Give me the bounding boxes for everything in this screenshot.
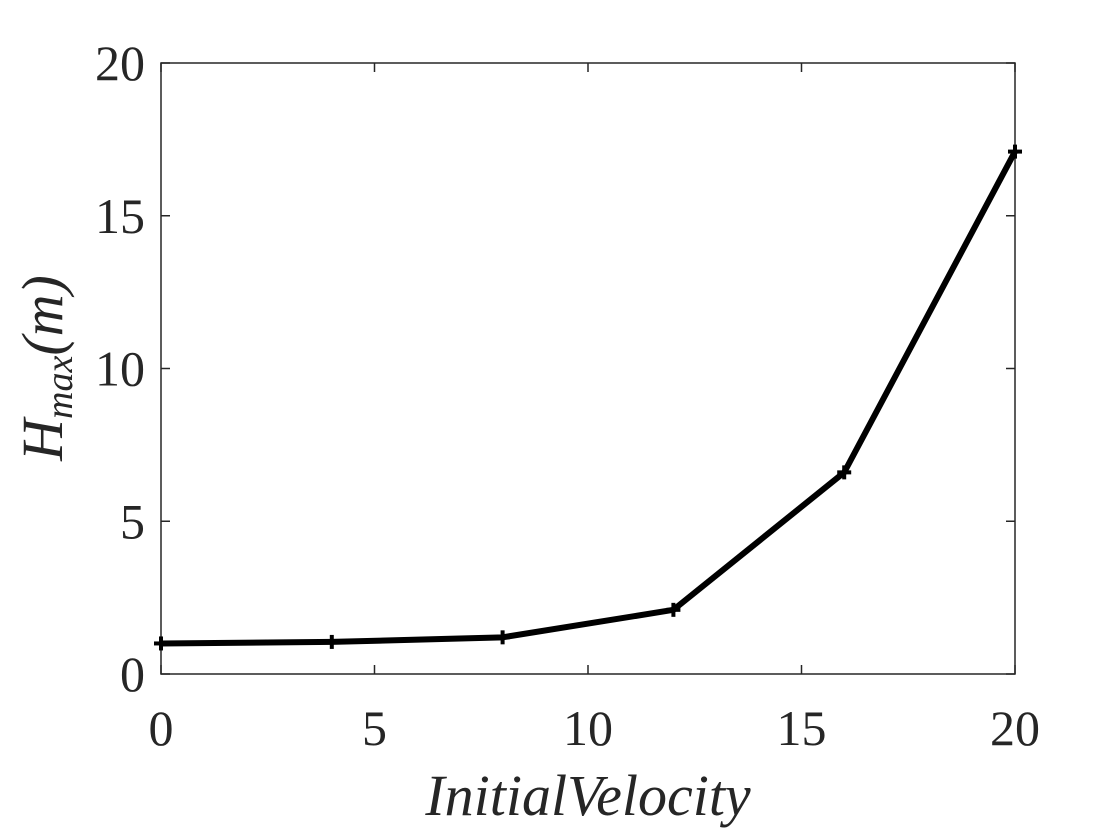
x-tick-label: 20 <box>990 700 1040 756</box>
data-point-marker <box>666 602 681 617</box>
data-point-marker <box>324 634 339 649</box>
y-tick-label: 0 <box>120 646 145 702</box>
y-axis-label-base: H <box>10 416 75 462</box>
data-point-marker <box>837 465 852 480</box>
y-axis-label-subscript: max <box>39 356 81 419</box>
x-tick-label: 0 <box>149 700 174 756</box>
x-tick-label: 5 <box>362 700 387 756</box>
data-point-marker <box>495 630 510 645</box>
y-tick-label: 10 <box>95 341 145 397</box>
series-group <box>154 144 1022 651</box>
data-point-marker <box>154 636 168 651</box>
y-axis-label-unit: (m) <box>10 275 75 356</box>
x-tick-label: 10 <box>563 700 613 756</box>
y-tick-label: 15 <box>95 188 145 244</box>
y-tick-label: 5 <box>120 493 145 549</box>
y-axis-ticks: 0 5 10 15 20 <box>95 35 1015 702</box>
x-axis-label: InitialVelocity <box>424 763 751 828</box>
data-point-marker <box>1008 144 1022 159</box>
x-axis-ticks: 0 5 10 15 20 <box>149 63 1040 756</box>
plot-area <box>160 62 1016 675</box>
x-tick-label: 15 <box>777 700 827 756</box>
y-tick-label: 20 <box>95 35 145 91</box>
y-axis-label: Hmax(m) <box>10 275 81 462</box>
series-line <box>160 150 1018 647</box>
